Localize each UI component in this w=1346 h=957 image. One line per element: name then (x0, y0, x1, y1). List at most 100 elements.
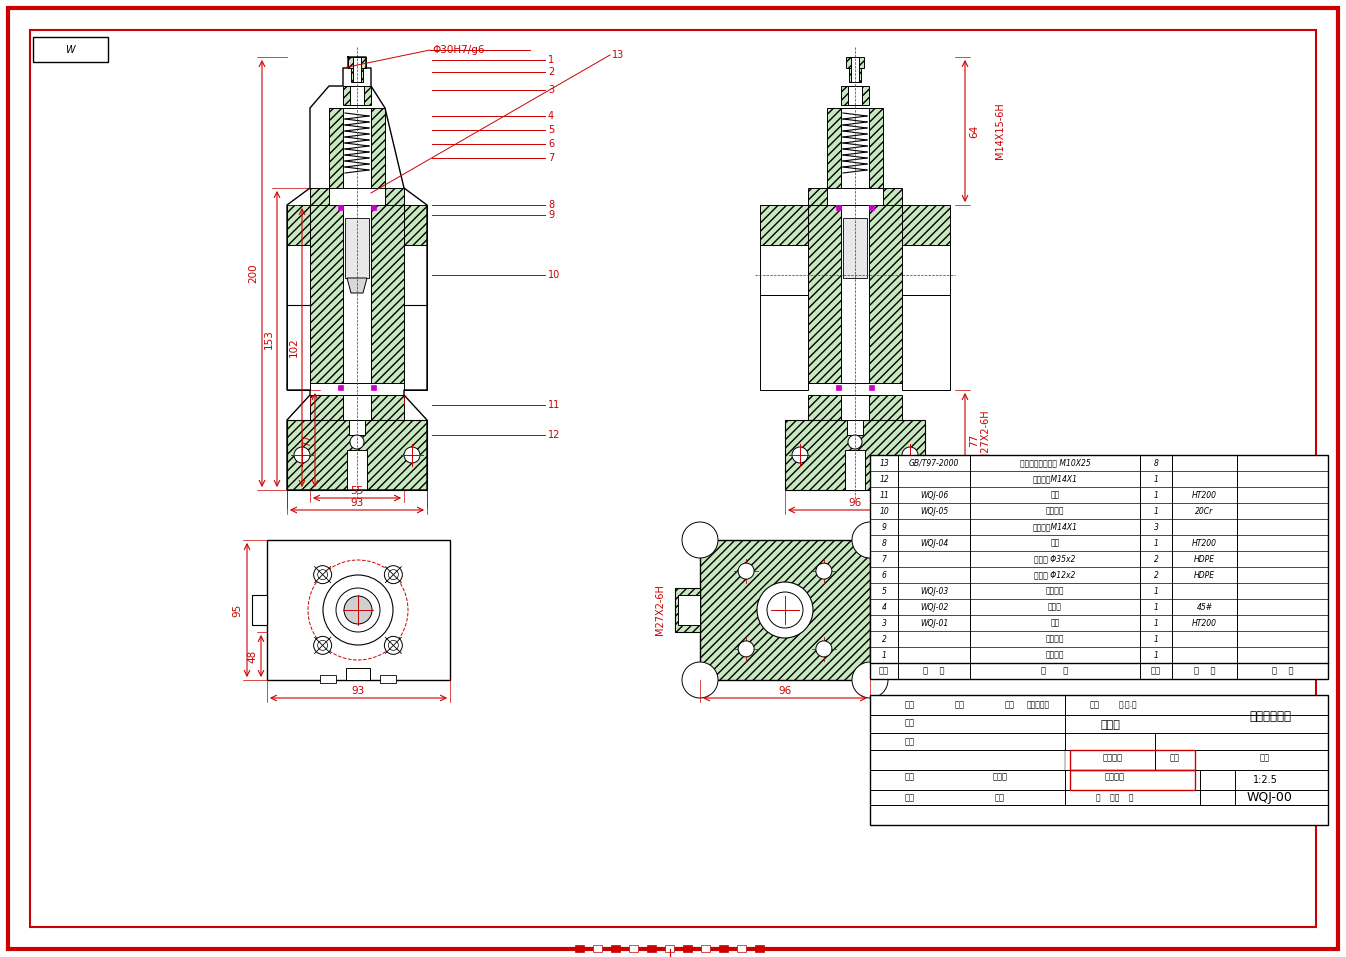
Text: HDPE: HDPE (1194, 570, 1215, 580)
Bar (870, 205, 902, 383)
Text: 密封圈 Φ35x2: 密封圈 Φ35x2 (1034, 554, 1075, 564)
Text: 名      称: 名 称 (1042, 666, 1069, 676)
Bar (349, 420, 365, 435)
Text: 1: 1 (1154, 603, 1159, 612)
Text: 比例: 比例 (1260, 753, 1271, 763)
Text: 3: 3 (548, 85, 555, 95)
Circle shape (848, 435, 861, 449)
Text: HT200: HT200 (1193, 491, 1217, 500)
Text: 批准: 批准 (995, 793, 1005, 803)
Text: 64: 64 (969, 124, 979, 138)
Text: 标记: 标记 (905, 701, 915, 709)
Text: 5: 5 (548, 125, 555, 135)
Bar (760, 295, 808, 390)
Bar (902, 245, 950, 295)
Text: 6: 6 (882, 570, 887, 580)
Text: 9: 9 (882, 523, 887, 531)
Bar (678, 595, 700, 625)
Text: 图    号: 图 号 (923, 666, 945, 676)
Bar (870, 385, 874, 390)
Text: 1: 1 (1154, 651, 1159, 659)
Bar (351, 68, 363, 82)
Bar (826, 108, 841, 188)
Bar (701, 945, 709, 952)
Bar (320, 675, 336, 683)
Text: 2: 2 (1154, 554, 1159, 564)
Text: 11: 11 (548, 400, 560, 410)
Text: 7: 7 (548, 153, 555, 163)
Text: W: W (65, 45, 75, 55)
Bar (760, 205, 808, 245)
Bar (665, 945, 674, 952)
Text: 153: 153 (264, 329, 275, 349)
Bar (700, 540, 870, 680)
Bar (836, 385, 841, 390)
Text: 更改文件号: 更改文件号 (1027, 701, 1050, 709)
Bar (629, 945, 638, 952)
Bar (682, 945, 692, 952)
Text: 9: 9 (548, 210, 555, 220)
Text: 11: 11 (879, 491, 888, 500)
Text: 调节杆: 调节杆 (1049, 603, 1062, 612)
Bar (870, 395, 902, 420)
Text: 96: 96 (778, 686, 791, 696)
Bar (310, 205, 343, 383)
Text: 1: 1 (1154, 475, 1159, 483)
Bar (841, 205, 870, 383)
Text: 95: 95 (232, 603, 242, 616)
Circle shape (816, 563, 832, 579)
Circle shape (756, 582, 813, 638)
Text: 2: 2 (882, 634, 887, 643)
Bar (611, 945, 621, 952)
Text: WQJ-06: WQJ-06 (919, 491, 948, 500)
Bar (851, 57, 859, 82)
Circle shape (323, 575, 393, 645)
Bar (346, 668, 370, 680)
Text: 1: 1 (1154, 506, 1159, 516)
Circle shape (791, 447, 808, 463)
Bar (575, 945, 584, 952)
Text: 锥阀活塞: 锥阀活塞 (1046, 506, 1065, 516)
Bar (371, 205, 404, 383)
Bar (785, 420, 925, 490)
Bar (674, 588, 700, 632)
Bar (902, 205, 950, 245)
Text: 重量: 重量 (1170, 753, 1180, 763)
Circle shape (389, 569, 398, 580)
Bar (371, 205, 376, 210)
Text: 处数: 处数 (956, 701, 965, 709)
Text: M27X2-6H: M27X2-6H (656, 585, 665, 635)
Text: 数量: 数量 (1151, 666, 1162, 676)
Text: 2: 2 (1154, 570, 1159, 580)
Bar (34, 37, 108, 62)
Bar (343, 205, 371, 383)
Bar (328, 108, 343, 188)
Bar (847, 57, 864, 68)
Circle shape (738, 641, 754, 657)
Bar (310, 395, 343, 420)
Bar (287, 245, 310, 305)
Text: GB/T97-2000: GB/T97-2000 (909, 458, 960, 468)
Text: 装配体: 装配体 (1100, 720, 1120, 730)
Text: 圆柱头内六角螺钉 M10X25: 圆柱头内六角螺钉 M10X25 (1020, 458, 1090, 468)
Circle shape (318, 569, 327, 580)
Text: 序号: 序号 (879, 666, 888, 676)
Bar (380, 675, 396, 683)
Text: 3: 3 (882, 618, 887, 628)
Text: 55: 55 (350, 486, 363, 496)
Circle shape (852, 522, 888, 558)
Text: 调节螺钉: 调节螺钉 (1046, 651, 1065, 659)
Text: 200: 200 (248, 264, 258, 283)
Bar (267, 540, 450, 680)
Bar (870, 455, 1329, 679)
Text: 77: 77 (969, 434, 979, 447)
Bar (755, 945, 765, 952)
Text: 3: 3 (1154, 523, 1159, 531)
Text: 20Cr: 20Cr (1195, 506, 1214, 516)
Bar (252, 595, 267, 625)
Bar (1070, 750, 1195, 770)
Bar (404, 305, 427, 390)
Bar (841, 86, 870, 105)
Bar (350, 86, 363, 105)
Bar (594, 945, 602, 952)
